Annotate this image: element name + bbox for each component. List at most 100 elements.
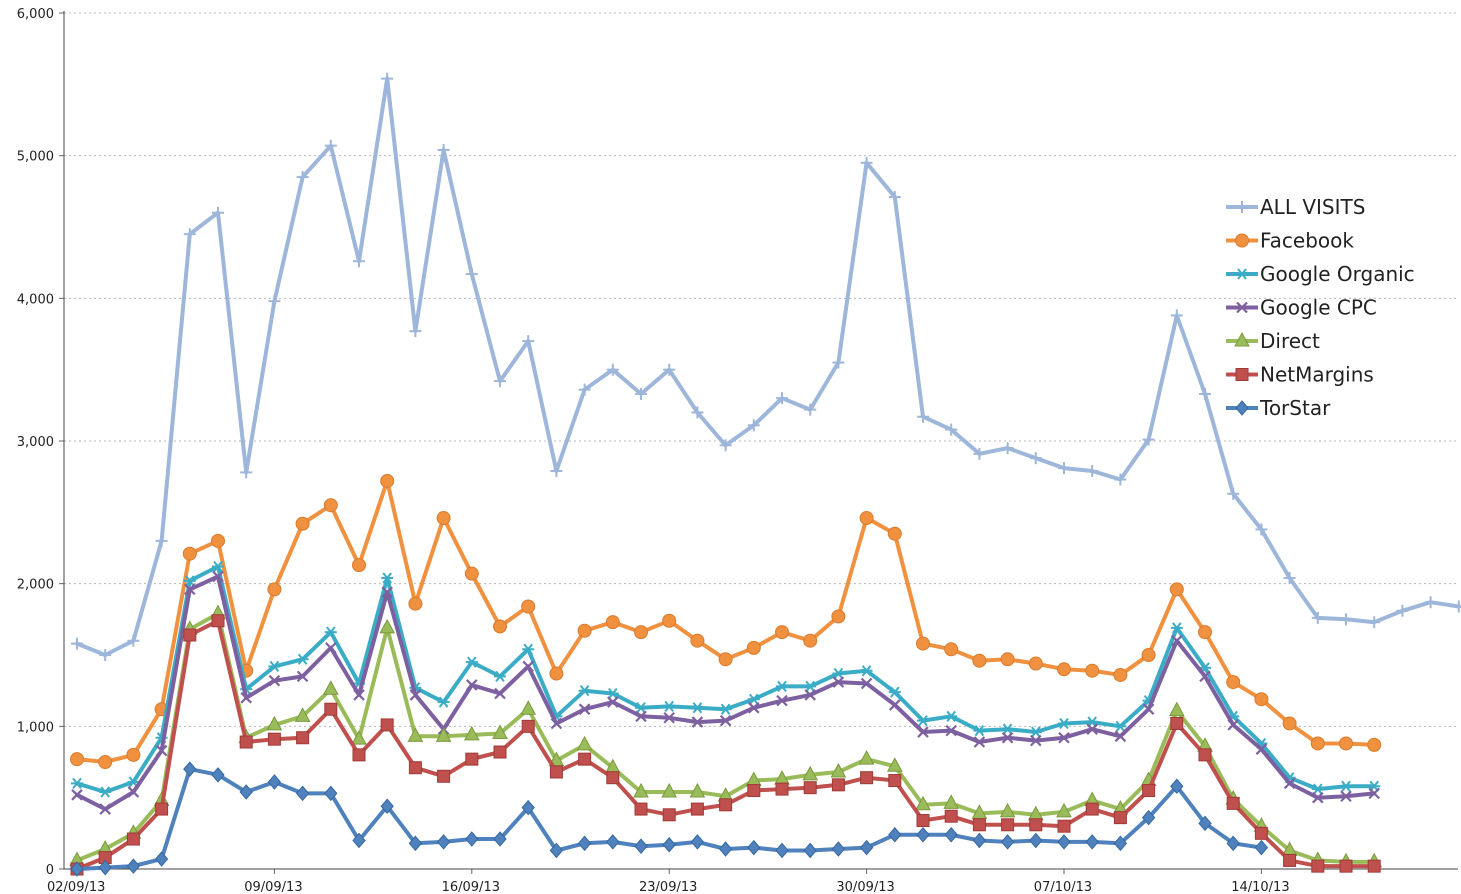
data-point [465,268,478,281]
data-point [888,774,902,788]
data-point [1030,734,1042,747]
data-point [578,685,591,697]
data-point [1029,726,1042,738]
marker-stroke [1115,720,1126,732]
x-tick-label: 16/09/13 [442,880,500,894]
data-point [1057,819,1071,833]
data-point [408,835,423,852]
data-point [691,406,704,419]
marker-stroke [607,696,619,708]
marker-stroke [889,699,901,711]
data-point [804,680,817,693]
marker-stroke [155,744,168,757]
data-point [1170,778,1184,795]
data-point [776,680,788,693]
data-point [889,699,901,711]
data-point [98,755,113,769]
data-point [1199,670,1211,683]
data-point [492,724,508,739]
marker-stroke [748,702,760,714]
x-tick-label: 23/09/13 [639,880,697,894]
data-point [520,700,537,715]
data-point [1000,652,1015,667]
series-facebook [70,473,1382,769]
data-point [324,702,338,716]
marker-stroke [1227,719,1239,731]
legend-label: ALL VISITS [1260,195,1365,219]
series-direct [69,604,1383,868]
data-point [1085,802,1099,816]
data-point [888,686,901,698]
marker-stroke [776,694,788,707]
data-point [1235,233,1249,248]
y-tick-label: 1,000 [17,720,54,735]
data-point [521,799,535,816]
data-point [550,717,563,730]
legend-label: TorStar [1259,396,1331,420]
data-point [776,392,788,405]
marker-stroke [1341,780,1351,792]
data-point [1142,433,1155,446]
data-point [1058,731,1070,744]
data-point [1424,596,1437,609]
data-point [606,834,620,850]
series-google-cpc [71,570,1380,815]
data-point [804,689,816,701]
marker-stroke [326,626,336,638]
data-point [1283,571,1296,584]
data-point [1283,777,1296,790]
gridlines [64,12,1458,727]
marker-stroke [974,724,985,737]
marker-stroke [240,692,252,704]
legend-item: NetMargins [1226,363,1374,387]
marker-stroke [1172,622,1182,634]
y-tick-label: 2,000 [17,578,54,593]
marker-stroke [691,716,704,728]
data-point [268,295,281,308]
marker-stroke [1368,787,1380,800]
data-point [1339,736,1353,751]
data-point [859,511,874,526]
data-point [1235,368,1249,381]
data-point [380,718,394,732]
marker-stroke [212,570,224,583]
data-point [493,619,507,634]
series-torstar [70,761,1269,877]
data-point [860,677,873,690]
data-point [690,802,704,816]
y-axis-ticks: 0 1,000 2,000 3,000 4,000 5,000 6,000 [17,7,64,878]
data-point [1254,692,1269,707]
marker-stroke [466,679,478,691]
data-point [1254,839,1269,856]
data-point [916,813,930,827]
marker-stroke [381,586,393,599]
legend-label: Google CPC [1260,296,1377,320]
y-tick-label: 6,000 [17,7,54,22]
data-point [803,781,817,795]
marker-stroke [918,715,928,727]
marker-stroke [1171,634,1183,647]
x-tick-label: 14/10/13 [1231,880,1289,894]
data-point [239,784,253,800]
legend-item: ALL VISITS [1226,195,1365,219]
marker-stroke [1255,743,1268,755]
data-point [183,628,197,642]
data-point [690,834,705,850]
data-point [1198,748,1212,762]
data-point [182,546,197,561]
data-point [1311,783,1324,795]
data-point [663,363,676,376]
marker-stroke [297,653,308,665]
legend-item: Direct [1226,329,1320,353]
data-point [325,642,337,654]
y-tick-label: 0 [46,863,54,878]
data-point [1235,400,1249,416]
data-point [550,464,563,477]
marker-stroke [1340,790,1352,803]
data-point [154,851,169,867]
data-point [1170,716,1184,730]
data-point [549,842,564,859]
legend-item: TorStar [1226,396,1331,420]
legend-label: Facebook [1260,229,1354,253]
data-point [212,570,224,583]
